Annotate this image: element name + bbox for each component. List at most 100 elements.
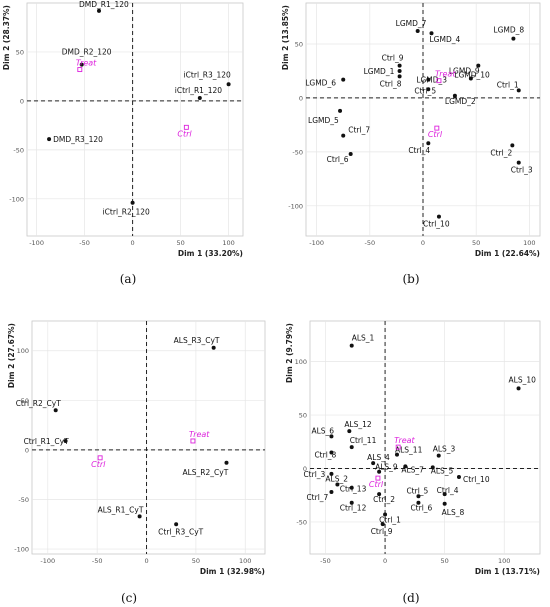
y-tick-label-c: -50	[18, 496, 29, 504]
point-label-Ctrl_R2_CyT: Ctrl_R2_CyT	[16, 399, 62, 408]
point-LGMD_10	[476, 63, 481, 68]
point-label-Ctrl_2: Ctrl_2	[373, 495, 395, 504]
point-label-ALS_7: ALS_7	[401, 465, 424, 474]
x-tick-label-b: 0	[421, 239, 425, 247]
centroid-label-treat: Treat	[394, 436, 415, 445]
centroid-ctrl	[183, 124, 189, 130]
y-axis-label-d: Dim 2 (9.79%)	[285, 323, 294, 383]
point-Ctrl_R3_CyT	[174, 522, 179, 527]
point-Ctrl_5	[416, 494, 421, 499]
point-Ctrl_1	[516, 88, 521, 93]
point-label-Ctrl_4: Ctrl_4	[437, 486, 459, 495]
panel-label-a: (a)	[119, 272, 137, 286]
point-Ctrl_2	[510, 143, 515, 148]
chart-b: -100 -50 0 50 100 -100 -50 0 50 Dim 1 (22.64%) Dim…	[281, 2, 541, 258]
point-LGMD_7	[415, 29, 420, 34]
point-label-Ctrl_2: Ctrl_2	[490, 148, 512, 157]
point-label-LGMD_3: LGMD_3	[416, 76, 447, 85]
x-tick-label-b: 100	[523, 239, 535, 247]
point-label-LGMD_2: LGMD_2	[445, 97, 476, 106]
point-iCtrl_R3_120	[226, 82, 231, 87]
point-label-DMD_R1_120: DMD_R1_120	[79, 0, 129, 9]
point-label-iCtrl_R3_120: iCtrl_R3_120	[184, 70, 231, 79]
plot-frame-d	[309, 320, 541, 555]
x-tick-label-d: 100	[498, 557, 510, 565]
point-Ctrl_10	[436, 214, 441, 219]
centroid-label-treat: Treat	[189, 430, 210, 439]
point-label-ALS_6: ALS_6	[311, 426, 334, 435]
point-label-Ctrl_6: Ctrl_6	[327, 155, 349, 164]
point-Ctrl_2	[377, 492, 382, 497]
point-label-ALS_9: ALS_9	[375, 463, 398, 472]
point-Ctrl_9	[380, 522, 385, 527]
x-axis-label-d: Dim 1 (13.71%)	[475, 567, 540, 576]
y-tick-label-a: -50	[13, 146, 24, 154]
centroid-label-ctrl: Ctrl	[428, 130, 443, 139]
y-tick-label-a: 0	[20, 97, 24, 105]
point-label-iCtrl_R1_120: iCtrl_R1_120	[175, 86, 222, 95]
centroid-label-ctrl: Ctrl	[177, 129, 192, 138]
point-label-DMD_R2_120: DMD_R2_120	[62, 48, 112, 57]
point-label-Ctrl_10: Ctrl_10	[463, 475, 490, 484]
point-ALS_3	[436, 453, 441, 458]
point-label-ALS_11: ALS_11	[395, 446, 423, 455]
point-iCtrl_R1_120	[197, 95, 202, 100]
y-tick-label-b: -100	[288, 202, 303, 210]
point-label-Ctrl_R1_CyT: Ctrl_R1_CyT	[24, 437, 70, 446]
point-Ctrl_8	[329, 450, 334, 455]
x-tick-label-d: 0	[383, 557, 387, 565]
point-label-Ctrl_6: Ctrl_6	[410, 504, 432, 513]
point-DMD_R1_120	[97, 8, 101, 13]
point-Ctrl_5	[426, 87, 431, 92]
point-LGMD_4	[429, 31, 434, 36]
point-label-Ctrl_9: Ctrl_9	[382, 54, 404, 63]
point-label-Ctrl_R3_CyT: Ctrl_R3_CyT	[158, 527, 204, 536]
point-label-ALS_2: ALS_2	[325, 475, 348, 484]
point-label-LGMD_10: LGMD_10	[454, 71, 490, 80]
point-Ctrl_4	[426, 141, 431, 146]
centroid-label-treat: Treat	[76, 59, 97, 68]
point-Ctrl_7	[329, 490, 334, 495]
point-label-ALS_1: ALS_1	[352, 334, 375, 343]
point-label-Ctrl_5: Ctrl_5	[414, 86, 436, 95]
x-axis-label-a: Dim 1 (33.20%)	[178, 249, 243, 258]
point-label-LGMD_8: LGMD_8	[493, 26, 524, 35]
point-Ctrl_8	[397, 74, 402, 79]
chart-d: -50 0 50 100 -50 0 50 100 Dim 1 (13.71%) Dim 2 (9…	[285, 320, 541, 576]
point-label-ALS_R1_CyT: ALS_R1_CyT	[98, 505, 144, 514]
point-label-Ctrl_13: Ctrl_13	[340, 485, 367, 494]
point-label-Ctrl_8: Ctrl_8	[314, 450, 336, 459]
point-ALS_11	[394, 452, 399, 457]
point-label-LGMD_7: LGMD_7	[396, 19, 427, 28]
point-DMD_R3_120	[47, 137, 52, 142]
point-label-ALS_5: ALS_5	[431, 466, 454, 475]
centroid-ctrl	[434, 125, 440, 131]
y-tick-label-d: 0	[303, 465, 307, 473]
point-label-LGMD_6: LGMD_6	[305, 79, 336, 88]
point-label-ALS_10: ALS_10	[509, 375, 537, 384]
point-Ctrl_12	[349, 500, 354, 505]
point-label-LGMD_1: LGMD_1	[364, 67, 395, 76]
panel-label-c: (c)	[120, 591, 138, 605]
point-ALS_6	[329, 434, 334, 439]
x-tick-label-a: 0	[131, 239, 135, 247]
point-label-Ctrl_3: Ctrl_3	[303, 470, 325, 479]
x-tick-label-c: 0	[144, 557, 148, 565]
point-ALS_7	[403, 464, 408, 469]
point-Ctrl_3	[329, 471, 334, 476]
x-tick-label-c: 100	[239, 557, 251, 565]
y-tick-label-b: 50	[295, 40, 303, 48]
point-label-Ctrl_4: Ctrl_4	[408, 146, 430, 155]
plot-frame-a	[26, 2, 244, 237]
y-axis-label-b: Dim 2 (13.85%)	[281, 5, 290, 70]
point-ALS_12	[347, 429, 352, 434]
x-tick-label-a: -100	[29, 239, 44, 247]
x-tick-label-a: 100	[222, 239, 234, 247]
point-ALS_1	[349, 343, 354, 348]
centroid-label-ctrl: Ctrl	[369, 480, 384, 489]
x-axis-label-c: Dim 1 (32.98%)	[200, 567, 265, 576]
centroid-ctrl	[375, 475, 381, 481]
centroid-label-treat: Treat	[435, 70, 456, 79]
point-label-Ctrl_10: Ctrl_10	[423, 220, 450, 229]
y-tick-label-b: 0	[299, 94, 303, 102]
